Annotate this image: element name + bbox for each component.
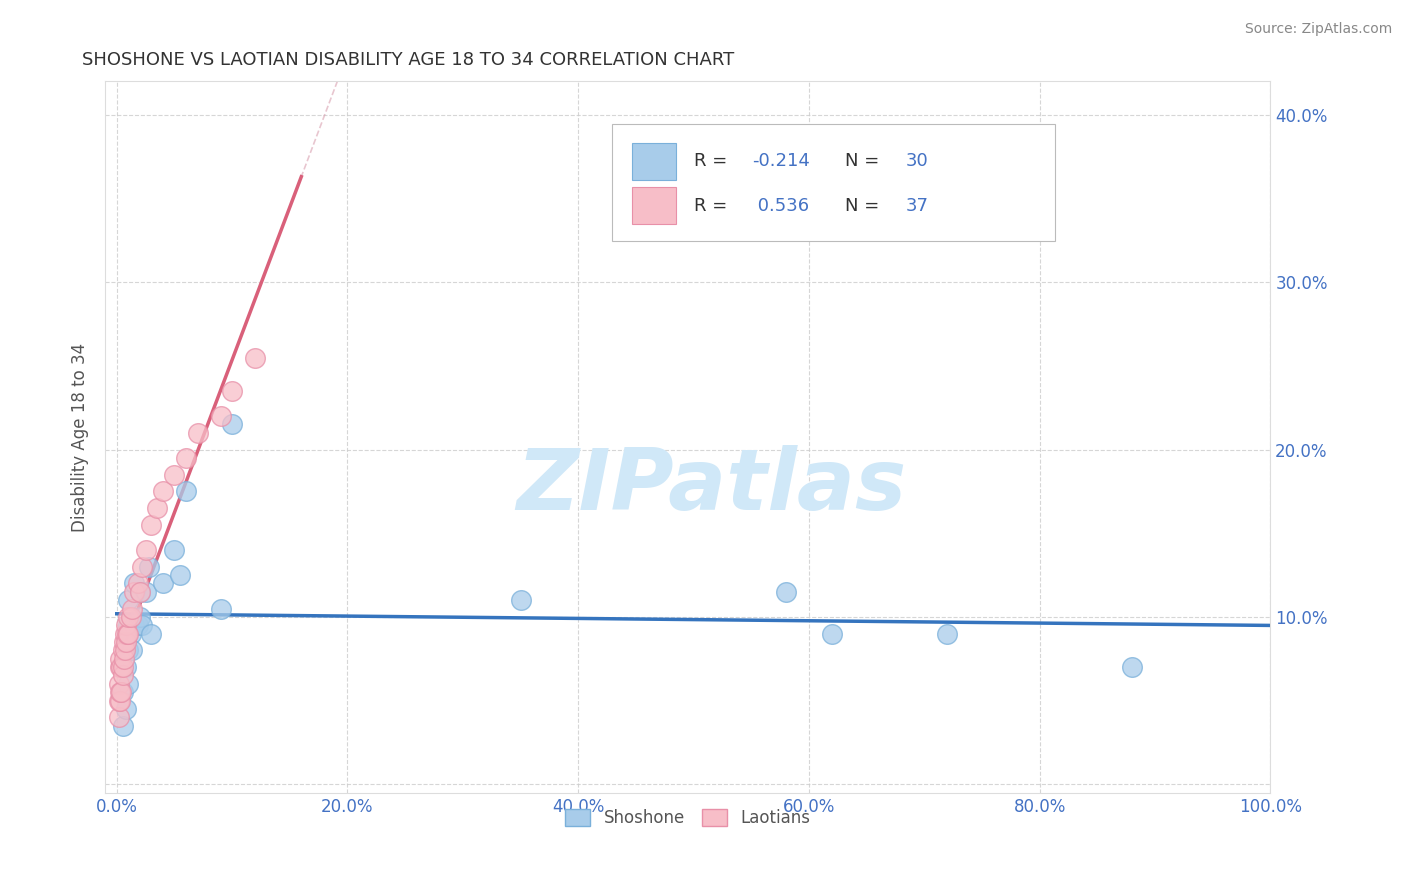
- Point: [122, 576, 145, 591]
- Text: N =: N =: [845, 152, 886, 170]
- Point: [108, 660, 131, 674]
- Point: [112, 635, 135, 649]
- Legend: Shoshone, Laotians: Shoshone, Laotians: [558, 803, 817, 834]
- Point: [110, 685, 132, 699]
- Point: [243, 351, 266, 365]
- Point: [121, 643, 143, 657]
- Text: N =: N =: [845, 197, 886, 215]
- Text: 0.536: 0.536: [752, 197, 808, 215]
- Point: [111, 668, 134, 682]
- Point: [131, 618, 153, 632]
- Point: [163, 543, 186, 558]
- Point: [115, 635, 138, 649]
- Point: [163, 467, 186, 482]
- Point: [108, 710, 131, 724]
- Point: [114, 643, 136, 657]
- Point: [115, 702, 138, 716]
- FancyBboxPatch shape: [631, 187, 676, 224]
- Point: [821, 626, 844, 640]
- Text: ZIPatlas: ZIPatlas: [516, 445, 907, 528]
- Point: [127, 618, 149, 632]
- Point: [128, 610, 150, 624]
- Point: [115, 626, 138, 640]
- Point: [128, 584, 150, 599]
- Point: [120, 626, 142, 640]
- Text: R =: R =: [693, 197, 733, 215]
- Point: [117, 618, 139, 632]
- Text: R =: R =: [693, 152, 733, 170]
- Point: [117, 610, 139, 624]
- Point: [111, 685, 134, 699]
- Point: [111, 660, 134, 674]
- Point: [117, 626, 139, 640]
- Point: [108, 685, 131, 699]
- Point: [141, 517, 163, 532]
- Point: [110, 660, 132, 674]
- Text: 30: 30: [905, 152, 928, 170]
- Point: [775, 584, 797, 599]
- Point: [111, 719, 134, 733]
- Point: [146, 501, 169, 516]
- Point: [115, 660, 138, 674]
- Text: SHOSHONE VS LAOTIAN DISABILITY AGE 18 TO 34 CORRELATION CHART: SHOSHONE VS LAOTIAN DISABILITY AGE 18 TO…: [82, 51, 734, 69]
- Text: -0.214: -0.214: [752, 152, 810, 170]
- Point: [121, 601, 143, 615]
- Point: [131, 559, 153, 574]
- Point: [128, 584, 150, 599]
- Point: [174, 450, 197, 465]
- Point: [117, 643, 139, 657]
- Y-axis label: Disability Age 18 to 34: Disability Age 18 to 34: [72, 343, 89, 532]
- Point: [108, 693, 131, 707]
- Point: [108, 652, 131, 666]
- Point: [221, 384, 243, 398]
- FancyBboxPatch shape: [612, 124, 1054, 242]
- Point: [112, 652, 135, 666]
- FancyBboxPatch shape: [631, 143, 676, 179]
- Point: [127, 576, 149, 591]
- Point: [115, 618, 138, 632]
- Point: [221, 417, 243, 432]
- Point: [936, 626, 959, 640]
- Point: [108, 693, 131, 707]
- Point: [114, 626, 136, 640]
- Point: [174, 484, 197, 499]
- Text: 37: 37: [905, 197, 929, 215]
- Point: [1121, 660, 1143, 674]
- Point: [186, 425, 208, 440]
- Point: [122, 618, 145, 632]
- Point: [122, 584, 145, 599]
- Point: [111, 643, 134, 657]
- Point: [152, 576, 174, 591]
- Point: [209, 601, 232, 615]
- Point: [108, 677, 131, 691]
- Point: [117, 677, 139, 691]
- Point: [135, 584, 157, 599]
- Point: [117, 593, 139, 607]
- Point: [135, 543, 157, 558]
- Point: [138, 559, 160, 574]
- Point: [209, 409, 232, 423]
- Point: [169, 568, 191, 582]
- Point: [152, 484, 174, 499]
- Point: [509, 593, 531, 607]
- Text: Source: ZipAtlas.com: Source: ZipAtlas.com: [1244, 22, 1392, 37]
- Point: [141, 626, 163, 640]
- Point: [120, 610, 142, 624]
